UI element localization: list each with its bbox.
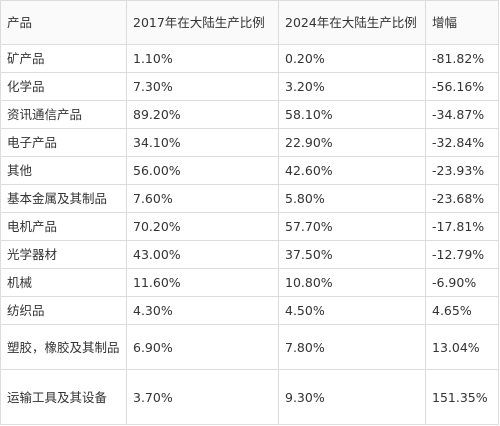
cell-2024-ratio: 5.80% (278, 184, 426, 213)
table-row: 机械 11.60% 10.80% -6.90% (0, 268, 499, 297)
cell-product: 纺织品 (0, 296, 127, 325)
table-row: 其他 56.00% 42.60% -23.93% (0, 156, 499, 185)
cell-2017-ratio: 7.60% (126, 184, 279, 213)
table-row: 矿产品 1.10% 0.20% -81.82% (0, 44, 499, 73)
cell-2024-ratio: 58.10% (278, 100, 426, 129)
cell-2024-ratio: 0.20% (278, 44, 426, 73)
cell-2024-ratio: 7.80% (278, 324, 426, 370)
cell-2017-ratio: 4.30% (126, 296, 279, 325)
table-row: 运输工具及其设备 3.70% 9.30% 151.35% (0, 369, 499, 425)
cell-change: -81.82% (425, 44, 499, 73)
header-2024-ratio: 2024年在大陆生产比例 (278, 0, 426, 45)
cell-2017-ratio: 43.00% (126, 240, 279, 269)
header-change: 增幅 (425, 0, 499, 45)
cell-change: -34.87% (425, 100, 499, 129)
cell-product: 矿产品 (0, 44, 127, 73)
table-row: 纺织品 4.30% 4.50% 4.65% (0, 296, 499, 325)
table-row: 化学品 7.30% 3.20% -56.16% (0, 72, 499, 101)
cell-2024-ratio: 10.80% (278, 268, 426, 297)
cell-change: -23.93% (425, 156, 499, 185)
table-header-row: 产品 2017年在大陆生产比例 2024年在大陆生产比例 增幅 (0, 0, 499, 45)
cell-product: 运输工具及其设备 (0, 369, 127, 425)
cell-product: 电机产品 (0, 212, 127, 241)
cell-product: 基本金属及其制品 (0, 184, 127, 213)
cell-2024-ratio: 22.90% (278, 128, 426, 157)
cell-2017-ratio: 7.30% (126, 72, 279, 101)
cell-2017-ratio: 3.70% (126, 369, 279, 425)
table-row: 塑胶，橡胶及其制品 6.90% 7.80% 13.04% (0, 324, 499, 370)
header-product: 产品 (0, 0, 127, 45)
cell-2017-ratio: 1.10% (126, 44, 279, 73)
table-row: 基本金属及其制品 7.60% 5.80% -23.68% (0, 184, 499, 213)
cell-product: 机械 (0, 268, 127, 297)
cell-change: 4.65% (425, 296, 499, 325)
cell-change: 151.35% (425, 369, 499, 425)
cell-product: 塑胶，橡胶及其制品 (0, 324, 127, 370)
cell-2017-ratio: 70.20% (126, 212, 279, 241)
table-row: 电子产品 34.10% 22.90% -32.84% (0, 128, 499, 157)
cell-product: 光学器材 (0, 240, 127, 269)
cell-product: 资讯通信产品 (0, 100, 127, 129)
cell-2017-ratio: 89.20% (126, 100, 279, 129)
cell-change: 13.04% (425, 324, 499, 370)
cell-change: -56.16% (425, 72, 499, 101)
header-2017-ratio: 2017年在大陆生产比例 (126, 0, 279, 45)
cell-2024-ratio: 9.30% (278, 369, 426, 425)
cell-2024-ratio: 57.70% (278, 212, 426, 241)
table-row: 光学器材 43.00% 37.50% -12.79% (0, 240, 499, 269)
cell-change: -6.90% (425, 268, 499, 297)
cell-product: 其他 (0, 156, 127, 185)
cell-2024-ratio: 42.60% (278, 156, 426, 185)
cell-2024-ratio: 3.20% (278, 72, 426, 101)
cell-change: -17.81% (425, 212, 499, 241)
cell-2017-ratio: 11.60% (126, 268, 279, 297)
cell-2024-ratio: 4.50% (278, 296, 426, 325)
cell-change: -32.84% (425, 128, 499, 157)
cell-change: -23.68% (425, 184, 499, 213)
cell-2017-ratio: 34.10% (126, 128, 279, 157)
cell-product: 化学品 (0, 72, 127, 101)
cell-product: 电子产品 (0, 128, 127, 157)
table-row: 资讯通信产品 89.20% 58.10% -34.87% (0, 100, 499, 129)
table-row: 电机产品 70.20% 57.70% -17.81% (0, 212, 499, 241)
cell-2017-ratio: 56.00% (126, 156, 279, 185)
cell-change: -12.79% (425, 240, 499, 269)
cell-2017-ratio: 6.90% (126, 324, 279, 370)
cell-2024-ratio: 37.50% (278, 240, 426, 269)
